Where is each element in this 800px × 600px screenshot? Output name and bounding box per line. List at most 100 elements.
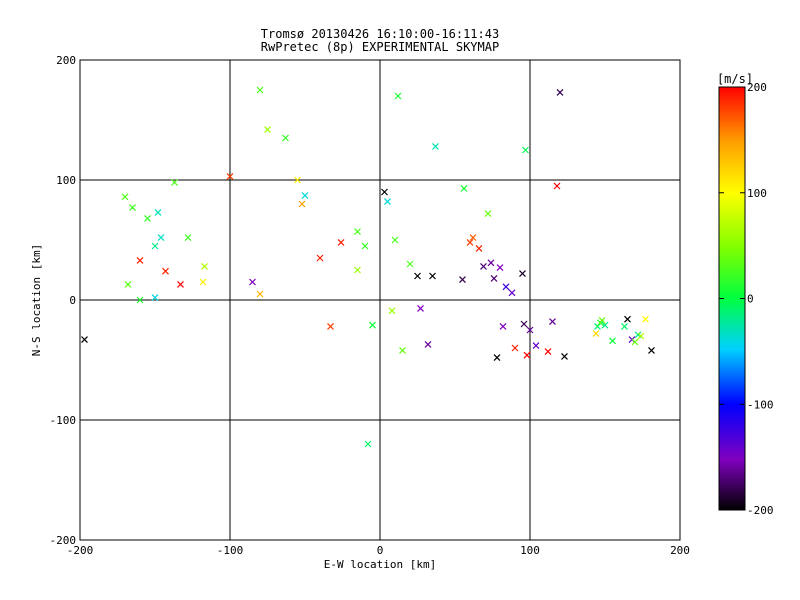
data-point xyxy=(459,276,466,284)
colorbar-label: [m/s] xyxy=(717,72,753,86)
data-point xyxy=(201,262,208,270)
scatter-points xyxy=(81,86,655,448)
data-point xyxy=(519,270,526,278)
chart-subtitle: RwPretec (8p) EXPERIMENTAL SKYMAP xyxy=(260,40,500,54)
colorbar-ticks: 200 100 0 -100 -200 xyxy=(719,81,774,517)
x-tick-label: 100 xyxy=(520,544,540,557)
y-tick-label: 100 xyxy=(56,174,76,187)
data-point xyxy=(417,304,424,312)
data-point xyxy=(399,346,406,354)
colorbar-tick-label: 200 xyxy=(747,81,767,94)
data-point xyxy=(136,256,144,264)
data-point xyxy=(162,267,169,275)
data-point xyxy=(199,278,207,286)
data-point xyxy=(388,307,396,315)
data-point xyxy=(391,236,399,244)
data-point xyxy=(484,210,492,218)
data-point xyxy=(249,278,256,286)
colorbar-tick-label: 100 xyxy=(747,187,767,200)
data-point xyxy=(648,346,655,354)
data-point xyxy=(364,440,372,448)
data-point xyxy=(414,272,421,280)
y-tick-label: -200 xyxy=(50,534,77,547)
data-point xyxy=(511,344,519,352)
grid-lines xyxy=(80,60,680,540)
y-axis-label: N-S location [km] xyxy=(30,244,43,357)
data-point xyxy=(294,176,301,184)
data-point xyxy=(354,228,361,236)
y-tick-label: -100 xyxy=(50,414,77,427)
data-point xyxy=(469,234,477,242)
x-tick-label: 0 xyxy=(377,544,384,557)
data-point xyxy=(121,193,129,201)
data-point xyxy=(598,316,606,324)
data-point xyxy=(171,178,178,186)
data-point xyxy=(624,315,631,323)
data-point xyxy=(406,260,414,268)
data-point xyxy=(129,204,136,212)
data-point xyxy=(184,234,192,242)
data-point xyxy=(556,88,564,96)
data-point xyxy=(642,315,649,323)
data-point xyxy=(490,274,498,282)
x-tick-label: 200 xyxy=(670,544,690,557)
colorbar-tick-label: -100 xyxy=(747,398,774,411)
x-tick-label: -100 xyxy=(217,544,244,557)
data-point xyxy=(151,242,159,250)
data-point xyxy=(592,330,600,338)
data-point xyxy=(369,321,376,329)
data-point xyxy=(384,198,391,206)
data-point xyxy=(544,348,552,356)
data-point xyxy=(151,294,159,302)
data-point xyxy=(553,182,561,190)
data-point xyxy=(154,208,162,216)
data-point xyxy=(177,280,184,288)
data-point xyxy=(523,351,531,359)
colorbar-tick-label: -200 xyxy=(747,504,774,517)
data-point xyxy=(526,326,534,334)
data-point xyxy=(520,320,528,328)
axes: -200 -100 0 100 200 -200 -100 0 100 200 xyxy=(50,54,690,557)
x-tick-label: -200 xyxy=(67,544,94,557)
data-point xyxy=(637,332,645,340)
data-point xyxy=(499,322,507,330)
data-point xyxy=(466,238,474,246)
data-point xyxy=(609,337,616,345)
y-tick-label: 200 xyxy=(56,54,76,67)
data-point xyxy=(549,318,556,326)
data-point xyxy=(601,321,609,329)
data-point xyxy=(136,296,144,304)
data-point xyxy=(561,352,568,360)
data-point xyxy=(381,188,388,196)
data-point xyxy=(298,200,306,208)
data-point xyxy=(532,342,540,350)
x-axis-label: E-W location [km] xyxy=(324,558,437,571)
y-tick-label: 0 xyxy=(69,294,76,307)
data-point xyxy=(256,86,264,94)
data-point xyxy=(361,242,369,250)
data-point xyxy=(394,92,402,100)
data-point xyxy=(144,214,151,222)
data-point xyxy=(508,289,516,297)
data-point xyxy=(621,322,628,330)
data-point xyxy=(480,262,487,270)
data-point xyxy=(631,338,639,346)
data-point xyxy=(460,184,468,192)
data-point xyxy=(424,340,432,348)
data-point xyxy=(496,264,504,272)
data-point xyxy=(475,244,483,252)
data-point xyxy=(337,238,345,246)
data-point xyxy=(432,142,439,150)
data-point xyxy=(256,290,264,298)
data-point xyxy=(316,254,324,262)
colorbar-tick-label: 0 xyxy=(747,293,754,306)
chart-title: Tromsø 20130426 16:10:00-16:11:43 xyxy=(260,27,500,41)
data-point xyxy=(493,354,501,362)
data-point xyxy=(301,192,309,200)
data-point xyxy=(327,322,334,330)
data-point xyxy=(157,234,165,242)
data-point xyxy=(282,134,289,142)
data-point xyxy=(264,126,271,134)
data-point xyxy=(81,336,88,344)
